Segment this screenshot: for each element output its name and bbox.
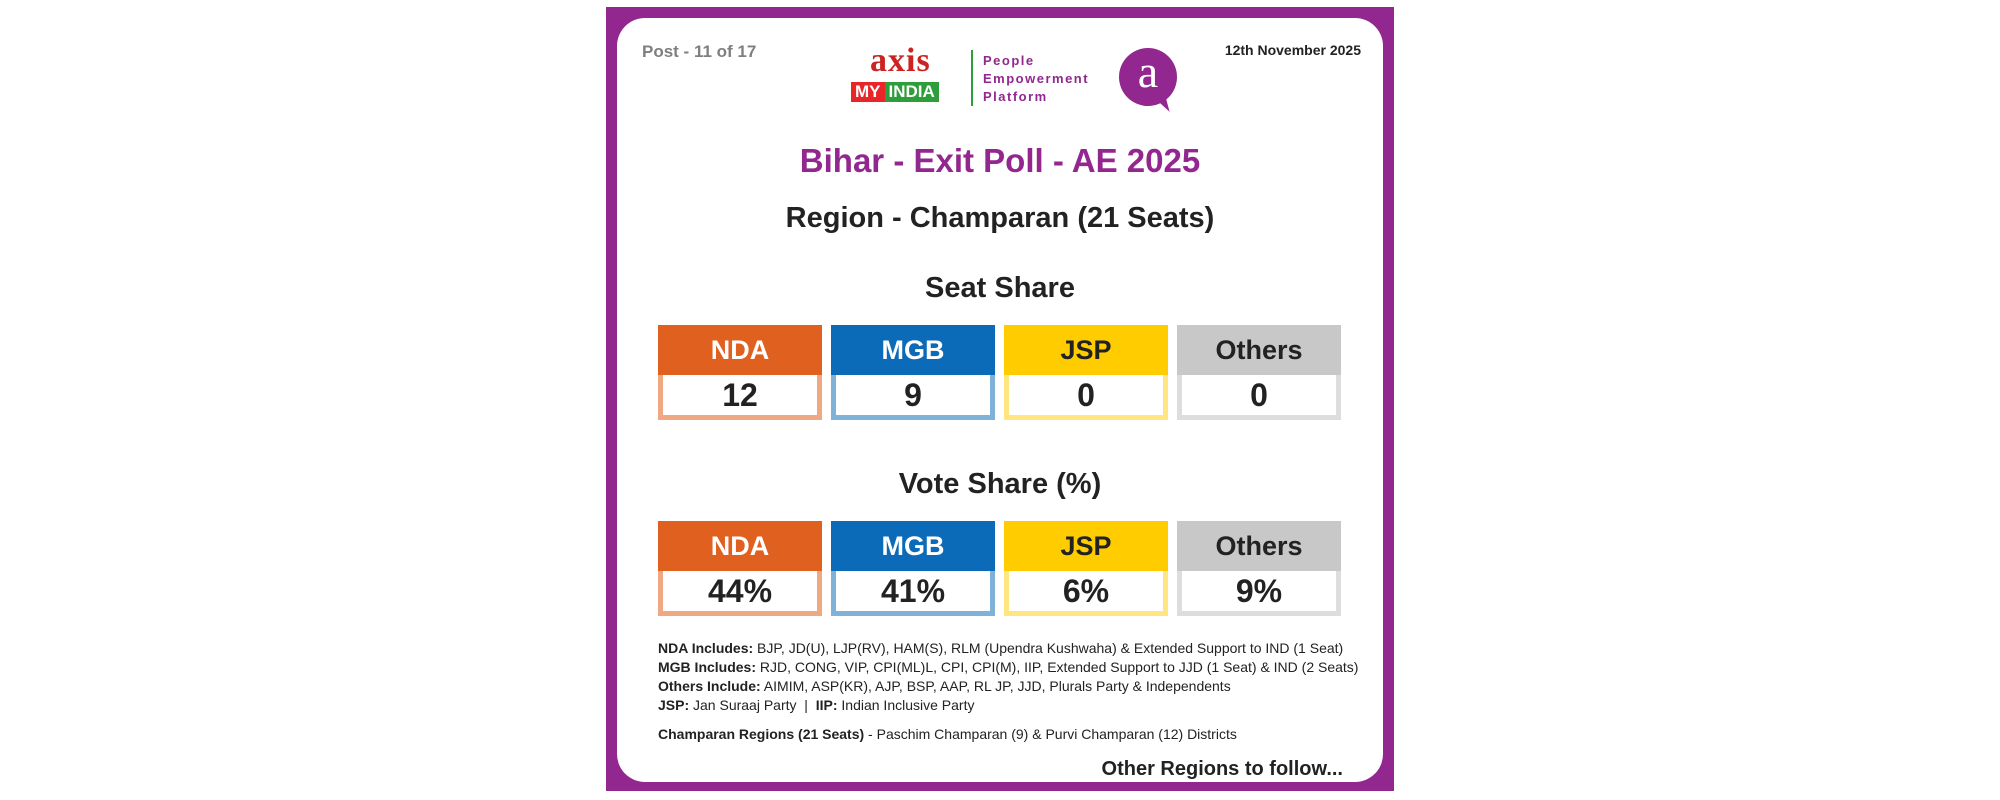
party-value: 0 <box>1004 375 1168 420</box>
others-note: Others Include: AIMIM, ASP(KR), AJP, BSP… <box>658 678 1231 694</box>
tagline: People Empowerment Platform <box>983 52 1089 106</box>
india-text: INDIA <box>884 82 939 102</box>
party-label: JSP <box>1004 325 1168 375</box>
vote-box-jsp: JSP 6% <box>1004 521 1168 621</box>
post-card: Post - 11 of 17 12th November 2025 axis … <box>617 18 1383 782</box>
vote-box-others: Others 9% <box>1177 521 1341 621</box>
mgb-note: MGB Includes: RJD, CONG, VIP, CPI(ML)L, … <box>658 659 1359 675</box>
party-label: JSP <box>1004 521 1168 571</box>
seat-box-mgb: MGB 9 <box>831 325 995 425</box>
seat-box-nda: NDA 12 <box>658 325 822 425</box>
seat-box-jsp: JSP 0 <box>1004 325 1168 425</box>
a-letter: a <box>1137 46 1159 97</box>
post-counter: Post - 11 of 17 <box>642 42 757 61</box>
nda-note: NDA Includes: BJP, JD(U), LJP(RV), HAM(S… <box>658 640 1344 656</box>
tagline-line-2: Empowerment <box>983 71 1090 86</box>
axis-my-india-logo: axis MY INDIA People Empowerment Platfor… <box>847 38 1177 120</box>
party-value: 9% <box>1177 571 1341 616</box>
main-title: Bihar - Exit Poll - AE 2025 <box>799 142 1201 179</box>
seat-share-heading: Seat Share <box>925 272 1075 304</box>
vote-box-mgb: MGB 41% <box>831 521 995 621</box>
regions-note: Champaran Regions (21 Seats) - Paschim C… <box>658 726 1237 742</box>
party-value: 9 <box>831 375 995 420</box>
region-title: Region - Champaran (21 Seats) <box>785 202 1215 234</box>
party-label: Others <box>1177 325 1341 375</box>
party-label: NDA <box>658 325 822 375</box>
party-value: 6% <box>1004 571 1168 616</box>
tagline-line-3: Platform <box>983 89 1048 104</box>
party-label: MGB <box>831 521 995 571</box>
vote-box-nda: NDA 44% <box>658 521 822 621</box>
purple-frame: Post - 11 of 17 12th November 2025 axis … <box>606 7 1394 791</box>
my-text: MY <box>851 82 885 102</box>
seat-share-table: NDA 12 MGB 9 JSP 0 Others 0 <box>658 325 1341 425</box>
vote-share-heading: Vote Share (%) <box>898 468 1102 500</box>
party-value: 12 <box>658 375 822 420</box>
tagline-line-1: People <box>983 53 1035 68</box>
abbrev-note: JSP: Jan Suraaj Party | IIP: Indian Incl… <box>658 697 975 713</box>
vote-share-table: NDA 44% MGB 41% JSP 6% Others 9% <box>658 521 1341 621</box>
a-speech-bubble-icon <box>1119 48 1177 106</box>
party-value: 41% <box>831 571 995 616</box>
seat-box-others: Others 0 <box>1177 325 1341 425</box>
other-regions-note: Other Regions to follow... <box>1101 758 1343 780</box>
party-value: 0 <box>1177 375 1341 420</box>
party-label: NDA <box>658 521 822 571</box>
post-date: 12th November 2025 <box>1224 42 1361 58</box>
logo-divider <box>971 50 973 106</box>
party-value: 44% <box>658 571 822 616</box>
my-india-wordmark: MY INDIA <box>851 82 959 102</box>
party-label: MGB <box>831 325 995 375</box>
party-label: Others <box>1177 521 1341 571</box>
axis-wordmark: axis <box>870 42 931 79</box>
footnotes: NDA Includes: BJP, JD(U), LJP(RV), HAM(S… <box>658 639 1358 744</box>
